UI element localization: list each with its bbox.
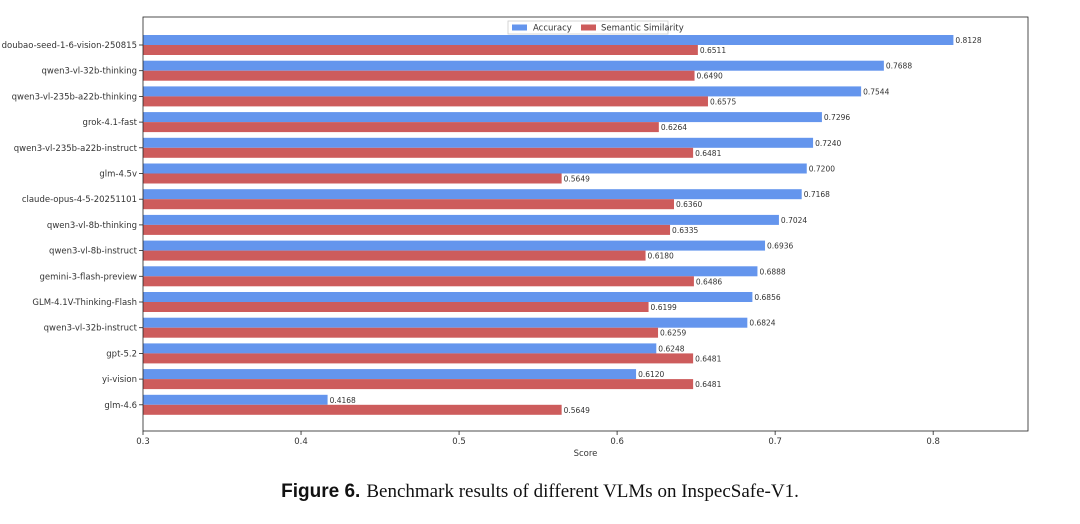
semantic-similarity-bar	[143, 379, 694, 390]
accuracy-bar	[143, 394, 328, 405]
x-tick-label: 0.4	[294, 437, 308, 447]
x-tick-label: 0.5	[452, 437, 466, 447]
semantic-similarity-value-label: 0.6490	[697, 72, 723, 81]
x-axis-title: Score	[574, 449, 598, 459]
accuracy-bar	[143, 112, 822, 123]
accuracy-value-label: 0.7168	[804, 190, 830, 199]
semantic-similarity-bar	[143, 353, 694, 364]
semantic-similarity-bar	[143, 199, 674, 210]
plot-frame	[142, 16, 1029, 432]
bar-chart: 0.3 0.4 0.5 0.6 0.7 0.8 doubao-seed-1-6-vision…	[2, 16, 1029, 459]
legend-swatch	[512, 24, 527, 31]
category-label: qwen3-vl-8b-instruct	[49, 247, 138, 257]
accuracy-value-label: 0.7544	[863, 87, 889, 96]
semantic-similarity-bar	[143, 122, 659, 133]
semantic-similarity-value-label: 0.6481	[695, 354, 721, 363]
accuracy-value-label: 0.4168	[330, 396, 356, 405]
semantic-similarity-value-label: 0.6575	[710, 97, 736, 106]
accuracy-value-label: 0.6856	[754, 293, 780, 302]
accuracy-bar	[143, 214, 779, 225]
semantic-similarity-bar	[143, 96, 708, 107]
semantic-similarity-bar	[143, 250, 646, 261]
semantic-similarity-value-label: 0.6264	[661, 123, 687, 132]
category-label: yi-vision	[102, 375, 137, 385]
x-tick-label: 0.3	[136, 437, 150, 447]
accuracy-value-label: 0.6936	[767, 242, 793, 251]
accuracy-value-label: 0.7240	[815, 139, 841, 148]
category-label: qwen3-vl-235b-a22b-instruct	[14, 144, 138, 154]
semantic-similarity-bar	[143, 327, 659, 338]
category-label: glm-4.5v	[99, 170, 137, 180]
accuracy-value-label: 0.6120	[638, 370, 664, 379]
chart-bars	[143, 35, 954, 415]
accuracy-bar	[143, 86, 862, 97]
category-label: gpt-5.2	[106, 349, 137, 359]
category-label: glm-4.6	[104, 401, 137, 411]
category-label: qwen3-vl-235b-a22b-thinking	[12, 92, 137, 102]
caption-text: Benchmark results of different VLMs on I…	[366, 481, 799, 502]
semantic-similarity-value-label: 0.6335	[672, 226, 698, 235]
accuracy-bar	[143, 266, 758, 277]
accuracy-bar	[143, 189, 802, 200]
semantic-similarity-value-label: 0.5649	[564, 175, 590, 184]
legend-label: Semantic Similarity	[601, 24, 684, 34]
category-label: GLM-4.1V-Thinking-Flash	[32, 298, 137, 308]
category-label: claude-opus-4-5-20251101	[22, 195, 137, 205]
accuracy-bar	[143, 317, 748, 328]
semantic-similarity-bar	[143, 173, 562, 184]
semantic-similarity-bar	[143, 45, 698, 55]
chart-grid	[139, 44, 934, 435]
accuracy-value-label: 0.8128	[955, 36, 981, 45]
accuracy-value-label: 0.7296	[824, 113, 850, 122]
accuracy-value-label: 0.6824	[749, 319, 775, 328]
semantic-similarity-value-label: 0.6180	[648, 252, 674, 261]
semantic-similarity-value-label: 0.6360	[676, 200, 702, 209]
caption-label: Figure 6.	[281, 481, 361, 502]
accuracy-value-label: 0.6888	[759, 267, 785, 276]
semantic-similarity-value-label: 0.6481	[695, 149, 721, 158]
semantic-similarity-bar	[143, 224, 671, 235]
semantic-similarity-value-label: 0.6259	[660, 329, 686, 338]
semantic-similarity-bar	[143, 147, 694, 158]
category-label: doubao-seed-1-6-vision-250815	[2, 41, 137, 51]
semantic-similarity-value-label: 0.6481	[695, 380, 721, 389]
accuracy-value-label: 0.7688	[886, 62, 912, 71]
semantic-similarity-value-label: 0.5649	[564, 406, 590, 415]
accuracy-bar	[143, 369, 637, 380]
category-label: qwen3-vl-32b-thinking	[42, 67, 137, 77]
accuracy-bar	[143, 292, 753, 302]
semantic-similarity-value-label: 0.6199	[651, 303, 677, 312]
category-label: qwen3-vl-32b-instruct	[44, 324, 138, 334]
figure-caption: Figure 6. Benchmark results of different…	[0, 480, 1080, 503]
semantic-similarity-bar	[143, 276, 694, 287]
chart-legend: Accuracy Semantic Similarity	[507, 20, 684, 35]
legend-label: Accuracy	[533, 24, 572, 34]
semantic-similarity-value-label: 0.6486	[696, 277, 722, 286]
legend-swatch	[581, 24, 596, 31]
semantic-similarity-bar	[143, 70, 695, 81]
accuracy-value-label: 0.7024	[781, 216, 807, 225]
x-tick-label: 0.6	[610, 437, 624, 447]
category-label: gemini-3-flash-preview	[39, 272, 137, 282]
semantic-similarity-bar	[143, 302, 649, 312]
x-tick-label: 0.7	[768, 437, 782, 447]
accuracy-bar	[143, 35, 954, 45]
semantic-similarity-bar	[143, 404, 562, 415]
accuracy-bar	[143, 137, 814, 148]
category-label: qwen3-vl-8b-thinking	[47, 221, 137, 231]
accuracy-bar	[143, 60, 884, 71]
accuracy-bar	[143, 343, 657, 354]
accuracy-value-label: 0.6248	[658, 344, 684, 353]
semantic-similarity-value-label: 0.6511	[700, 46, 726, 55]
accuracy-value-label: 0.7200	[809, 165, 835, 174]
x-tick-label: 0.8	[926, 437, 940, 447]
category-label: grok-4.1-fast	[83, 118, 138, 128]
accuracy-bar	[143, 163, 807, 174]
accuracy-bar	[143, 240, 766, 251]
chart-labels: 0.3 0.4 0.5 0.6 0.7 0.8 doubao-seed-1-6-vision…	[2, 36, 982, 447]
